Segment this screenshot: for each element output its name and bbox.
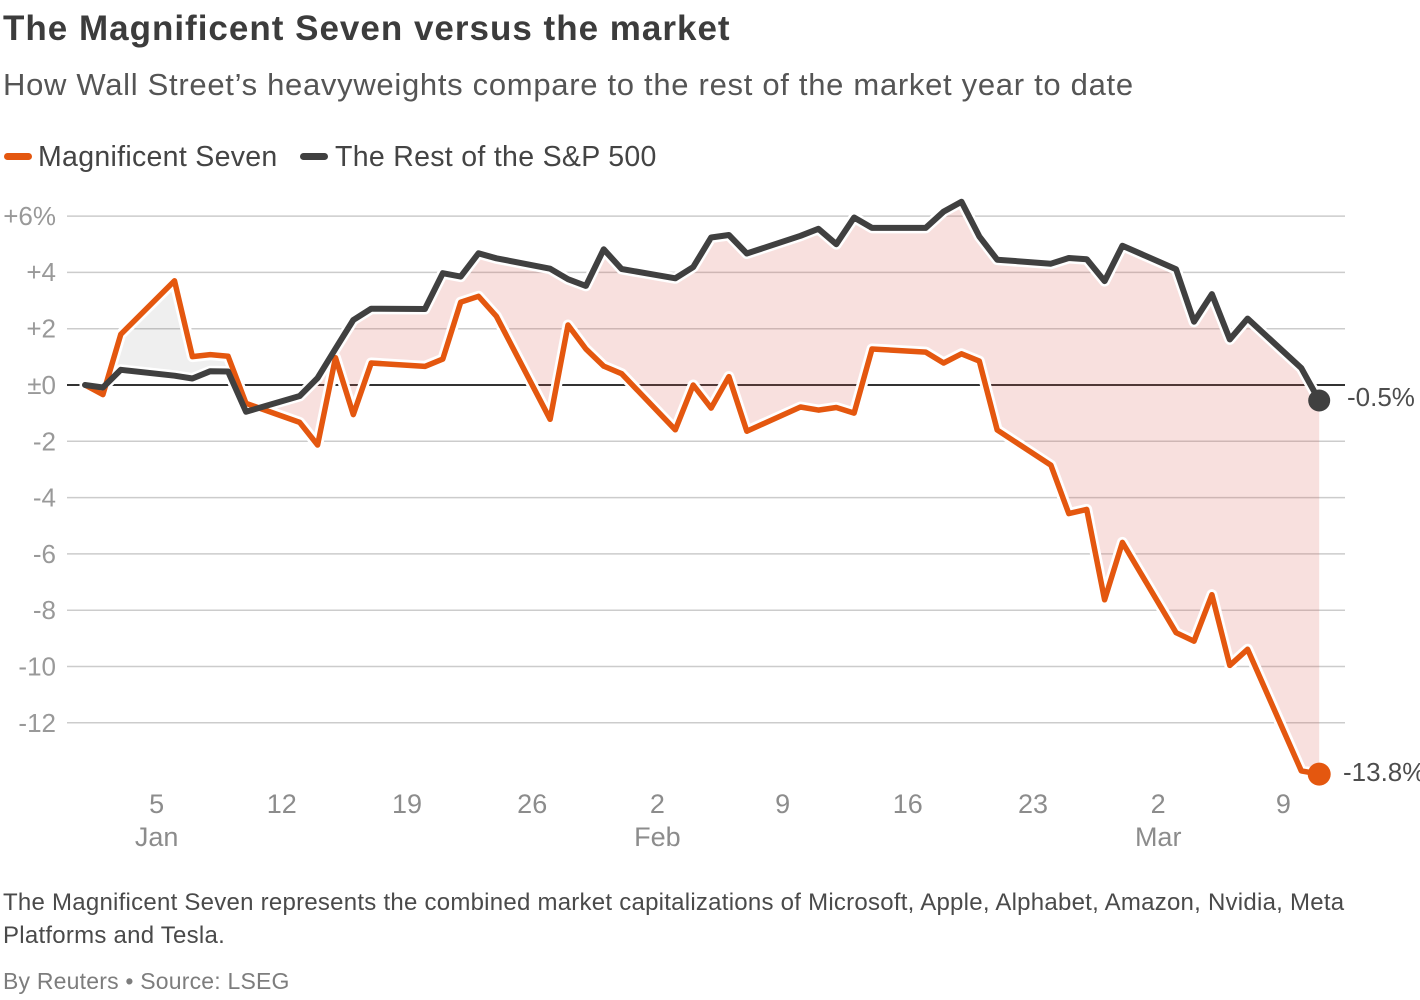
- svg-text:16: 16: [893, 789, 923, 819]
- svg-text:The Magnificent Seven versus t: The Magnificent Seven versus the market: [3, 9, 731, 48]
- svg-text:2: 2: [650, 789, 665, 819]
- svg-text:The Magnificent Seven represen: The Magnificent Seven represents the com…: [3, 889, 1345, 916]
- svg-text:How Wall Street’s heavyweights: How Wall Street’s heavyweights compare t…: [3, 67, 1134, 102]
- svg-text:12: 12: [267, 789, 297, 819]
- svg-text:23: 23: [1018, 789, 1048, 819]
- svg-text:Magnificent Seven: Magnificent Seven: [38, 141, 278, 173]
- svg-text:-2: -2: [33, 426, 56, 456]
- svg-text:-13.8%: -13.8%: [1343, 757, 1420, 787]
- svg-text:-6: -6: [33, 539, 56, 569]
- svg-text:26: 26: [517, 789, 547, 819]
- svg-text:Mar: Mar: [1135, 822, 1182, 852]
- svg-text:9: 9: [1276, 789, 1291, 819]
- svg-text:-0.5%: -0.5%: [1347, 382, 1415, 412]
- svg-text:Jan: Jan: [135, 822, 179, 852]
- svg-text:-12: -12: [18, 708, 56, 738]
- svg-text:Feb: Feb: [634, 822, 681, 852]
- svg-text:2: 2: [1151, 789, 1166, 819]
- svg-text:Platforms and Tesla.: Platforms and Tesla.: [3, 922, 225, 949]
- svg-text:-10: -10: [18, 652, 56, 682]
- svg-text:19: 19: [392, 789, 422, 819]
- svg-text:+6%: +6%: [3, 201, 56, 231]
- svg-text:The Rest of the S&P 500: The Rest of the S&P 500: [335, 141, 657, 173]
- svg-text:5: 5: [149, 789, 164, 819]
- svg-text:+2: +2: [26, 314, 56, 344]
- svg-text:9: 9: [775, 789, 790, 819]
- svg-text:+4: +4: [26, 257, 56, 287]
- svg-text:-4: -4: [33, 483, 56, 513]
- svg-text:By Reuters • Source: LSEG: By Reuters • Source: LSEG: [3, 968, 290, 994]
- svg-text:-8: -8: [33, 595, 56, 625]
- svg-text:±0: ±0: [27, 370, 56, 400]
